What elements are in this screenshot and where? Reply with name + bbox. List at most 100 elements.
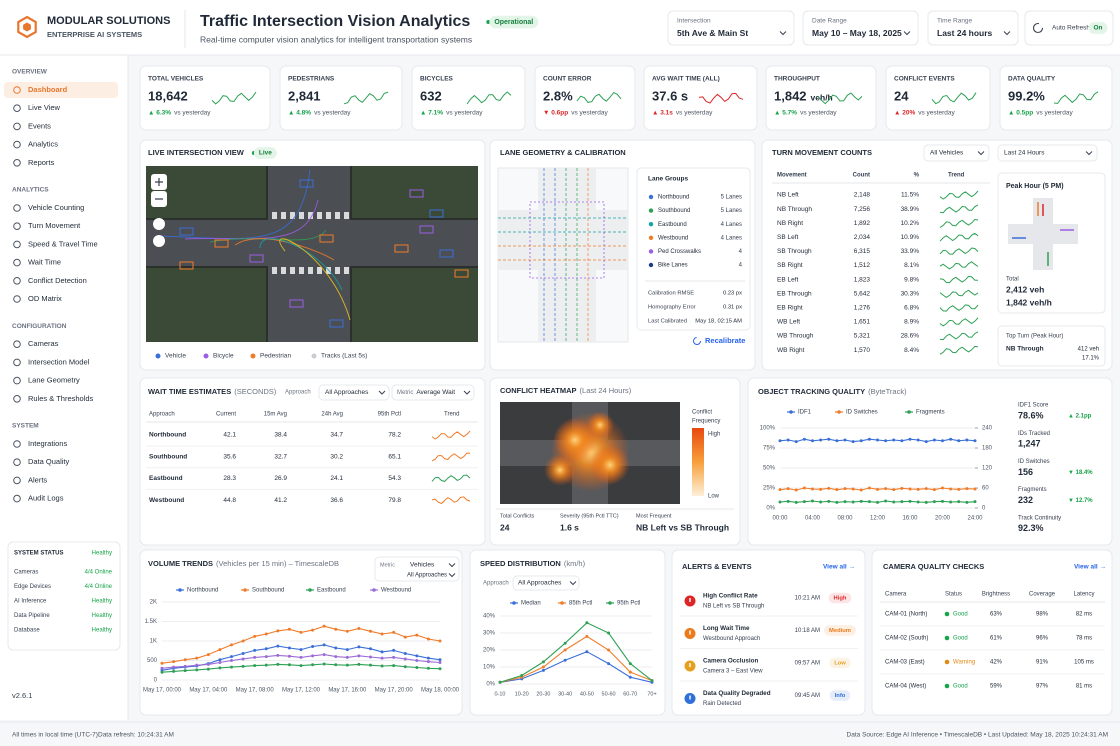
nav-item[interactable]: Alerts [28,475,47,484]
nav-item[interactable]: Cameras [28,339,59,348]
nav-item[interactable]: Reports [28,158,55,167]
calib-value: May 18, 02:15 AM [695,319,742,325]
data-point [811,499,814,503]
data-point [253,664,257,668]
detection [214,239,229,248]
alert-icon-glyph [689,695,691,700]
dropdown[interactable] [318,384,390,401]
data-point [949,487,953,491]
tracking-stat-delta: ▼ 18.4% [1068,470,1093,476]
table-cell: 7,256 [854,206,871,213]
data-point [585,650,589,654]
nav-icon [13,122,21,131]
detection [419,225,434,234]
lane-dot [648,208,654,213]
status-dot [944,635,950,641]
alert-time: 10:18 AM [795,628,820,634]
track [259,238,343,291]
data-point [426,656,430,660]
heat-legend-title: Conflict [692,410,712,416]
data-point [835,439,839,443]
sparkline [939,232,979,242]
data-point [884,499,888,503]
nav-item[interactable]: Vehicle Counting [28,203,84,212]
status-label: AI Inference [14,599,47,605]
status-value: 4/4 Online [85,570,113,576]
table-cell: WB Right [777,347,805,354]
y-tick-label: 40% [483,614,496,620]
kpi-value: 2,841 [288,88,321,103]
map-tool[interactable] [153,218,165,230]
data-point [892,438,896,442]
nav-item[interactable]: Integrations [28,439,67,448]
table-cell: EB Right [777,305,803,312]
data-point [794,488,798,492]
data-point [900,439,904,443]
recalibrate-button[interactable]: Recalibrate [705,336,745,345]
data-point [357,627,361,631]
data-point [843,438,847,442]
nav-item[interactable]: Wait Time [28,258,61,267]
nav-item[interactable]: Data Quality [28,457,70,466]
x-tick-label: 30-40 [558,691,572,697]
kpi-card [411,65,526,131]
table-cell: 82 ms [1076,612,1092,618]
map-tool[interactable] [153,235,165,247]
data-point [786,438,790,442]
detection [319,234,334,243]
filter-select[interactable] [927,10,1019,46]
nav-item[interactable]: Dashboard [28,85,68,94]
nav-item[interactable]: Turn Movement [28,221,81,230]
nav-item[interactable]: Intersection Model [28,357,90,366]
column-header: Movement [777,173,807,179]
kpi-note: vs yesterday [571,110,608,117]
nav-item[interactable]: Speed & Travel Time [28,239,98,248]
filter-select[interactable] [802,10,919,46]
top-turn-share: 17.1% [1082,356,1100,362]
detection [289,299,304,308]
nav-item[interactable]: Conflict Detection [28,276,87,285]
detection [179,227,194,236]
dropdown[interactable] [374,556,460,582]
data-point [369,629,372,633]
legend-dot [178,588,182,592]
nav-item[interactable]: Live View [28,103,61,112]
data-point [380,656,384,660]
kpi-value: 24 [894,88,909,103]
filter-select[interactable] [667,10,795,46]
table-cell: 24.1 [330,475,343,482]
dropdown[interactable] [512,575,580,591]
table-cell: 78 ms [1076,636,1092,642]
table-cell: 8.4% [904,347,919,354]
top-turn-name: NB Through [1006,346,1044,353]
status-value: 4/4 Online [85,584,113,590]
view-all-link[interactable]: View all → [823,564,855,571]
kpi-value: 99.2% [1008,88,1045,103]
table-cell: Westbound [149,497,184,504]
dropdown[interactable] [391,384,475,401]
table-cell: 2,034 [854,234,871,241]
nav-item[interactable]: OD Matrix [28,294,62,303]
nav-item[interactable]: Events [28,121,51,130]
panel-title: OBJECT TRACKING QUALITY [758,387,865,396]
view-all-link[interactable]: View all → [1074,564,1106,571]
nav-item[interactable]: Audit Logs [28,494,64,503]
data-point [884,487,888,491]
nav-item[interactable]: Rules & Thresholds [28,394,94,403]
data-point [287,654,291,658]
dropdown[interactable] [923,144,990,162]
dropdown[interactable] [997,144,1098,162]
auto-refresh[interactable] [1024,10,1114,46]
legend-dot [512,601,516,605]
nav-item[interactable]: Analytics [28,140,58,149]
nav-item[interactable]: Lane Geometry [28,376,80,385]
column-header: Status [945,592,962,598]
chevron [448,563,456,568]
column-header: 24h Avg [321,412,343,418]
auto-refresh-label: Auto Refresh [1052,25,1090,32]
lane-groups-title: Lane Groups [648,176,688,183]
tracking-stat-value: 1,247 [1018,439,1041,449]
nav-icon [13,376,21,385]
nav-icon [13,86,21,94]
